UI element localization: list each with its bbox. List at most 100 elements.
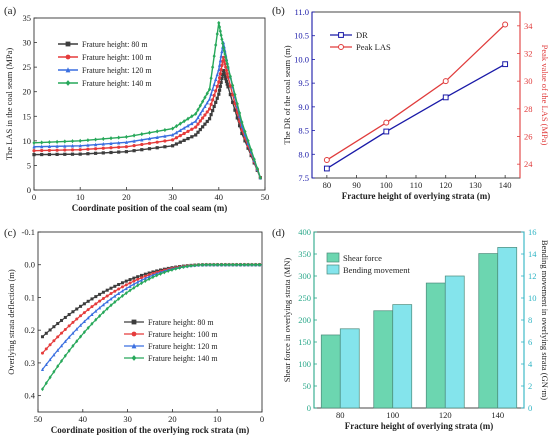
panel-c-point: [242, 262, 246, 267]
panel-a-point: [186, 116, 190, 121]
panel-c-point: [117, 291, 121, 296]
panel-c-point: [94, 309, 98, 313]
panel-c-point: [139, 276, 143, 280]
panel-c-point: [151, 270, 155, 274]
panel-a-point: [186, 123, 190, 128]
panel-d-ytick-label: 350: [298, 249, 311, 259]
panel-c-point: [71, 320, 75, 324]
panel-c-point: [63, 327, 67, 331]
panel-c-point: [166, 269, 170, 274]
panel-a-point: [212, 104, 216, 109]
panel-c-point: [48, 375, 52, 380]
panel-c-point: [136, 280, 140, 284]
panel-b-series-line: [326, 23, 506, 161]
panel-c-xtick-label: 50: [34, 414, 43, 424]
panel-a-point: [217, 80, 221, 84]
panel-c-point: [79, 314, 83, 318]
panel-a-point: [215, 72, 219, 77]
panel-c-point: [113, 294, 117, 298]
panel-b-y2tick-label: 26: [524, 132, 533, 142]
panel-a-point: [186, 136, 190, 141]
panel-c-point: [113, 289, 117, 293]
panel-a-point: [215, 31, 219, 37]
panel-d-xtick-label: 100: [386, 410, 399, 420]
panel-a-point: [190, 127, 194, 131]
panel-c-point: [136, 283, 140, 288]
panel-a-point: [218, 58, 222, 63]
panel-a-frame: [33, 17, 266, 191]
panel-a-point: [182, 126, 186, 130]
panel-a-point: [217, 20, 221, 26]
panel-a-point: [40, 140, 44, 145]
panel-a-point: [86, 143, 90, 147]
panel-a-legend-text: Frature height: 140 m: [82, 79, 152, 88]
panel-a-point: [171, 126, 175, 131]
panel-a-point: [55, 148, 59, 152]
panel-b-point: [383, 119, 390, 126]
panel-c-point: [208, 262, 212, 267]
panel-c-ytick-label: 0.3: [24, 358, 35, 368]
panel-b-point: [502, 21, 509, 28]
panel-a-point: [237, 124, 242, 128]
panel-c-point: [189, 263, 193, 268]
panel-c-point: [216, 262, 220, 267]
panel-d-bar: [392, 304, 413, 409]
panel-c-point: [105, 306, 109, 311]
panel-d-ytick-label: 200: [298, 315, 311, 325]
panel-c-point: [98, 292, 102, 296]
panel-b-ytick-label: 10.0: [294, 54, 309, 64]
panel-a-point: [218, 84, 222, 88]
panel-b-xtick-label: 110: [410, 180, 422, 190]
panel-c-point: [98, 313, 102, 318]
panel-c-point: [117, 283, 121, 287]
panel-c-point: [147, 274, 151, 279]
panel-c-ytick-label: 0.0: [24, 260, 35, 270]
panel-c-ytick-label: 0.2: [24, 325, 35, 335]
panel-a-label: (a): [4, 5, 17, 17]
panel-c-point: [98, 299, 102, 303]
panel-a-ytick-label: 35: [23, 13, 32, 23]
panel-d-y2tick-label: 12: [528, 271, 537, 281]
panel-c-point: [94, 302, 98, 306]
panel-a-point: [70, 152, 75, 156]
panel-a-ytick-label: 25: [23, 62, 32, 72]
panel-a-point: [224, 79, 229, 83]
panel-a-point: [63, 139, 67, 144]
panel-d-y2tick-label: 14: [528, 249, 537, 259]
panel-d-y2tick-label: 4: [528, 359, 533, 369]
panel-a-legend-text: Frature height: 80 m: [82, 40, 148, 49]
panel-a-point: [201, 99, 205, 104]
panel-a-legend-text: Frature height: 100 m: [82, 53, 152, 62]
panel-a-point: [222, 48, 226, 53]
panel-c-point: [151, 275, 155, 280]
panel-c-point: [48, 343, 52, 347]
panel-a-point: [217, 92, 221, 96]
panel-d-xtick-label: 140: [491, 410, 504, 420]
panel-c-point: [185, 264, 189, 269]
panel-a-point: [233, 92, 237, 97]
panel-a-point: [205, 100, 209, 105]
panel-d-xlabel: Fracture height of overlying strata (m): [345, 421, 494, 431]
panel-c-point: [40, 335, 44, 339]
panel-a-point: [78, 152, 82, 156]
panel-a-point: [209, 113, 213, 117]
panel-d-y2tick-label: 6: [528, 337, 532, 347]
panel-a-point: [78, 138, 82, 143]
panel-c-legend-marker: [131, 355, 137, 361]
panel-a-point: [219, 33, 223, 38]
panel-c-point: [105, 288, 109, 292]
panel-d-ytick-label: 50: [303, 381, 312, 391]
panel-b-ytick-label: 11.0: [294, 7, 309, 17]
panel-b-legend-marker: [338, 44, 344, 50]
panel-c-point: [56, 364, 60, 369]
panel-b-y2tick-label: 34: [524, 21, 533, 31]
panel-d-y2tick-label: 16: [528, 227, 537, 237]
panel-c-point: [124, 279, 128, 283]
panel-a-point: [194, 119, 198, 123]
panel-a-point: [209, 92, 213, 96]
panel-c-point: [79, 334, 83, 339]
panel-c-point: [120, 285, 124, 289]
panel-c-point: [170, 267, 174, 272]
panel-a-point: [212, 53, 216, 59]
panel-b-y2tick-label: 30: [524, 76, 533, 86]
